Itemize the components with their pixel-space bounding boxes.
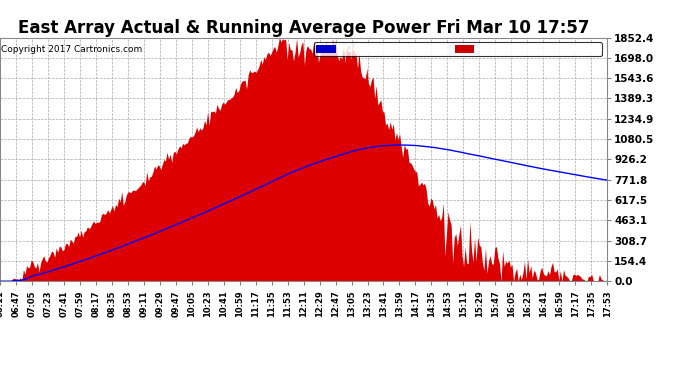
Text: Copyright 2017 Cartronics.com: Copyright 2017 Cartronics.com: [1, 45, 142, 54]
Legend: Average  (DC Watts), East Array  (DC Watts): Average (DC Watts), East Array (DC Watts…: [315, 42, 602, 56]
Title: East Array Actual & Running Average Power Fri Mar 10 17:57: East Array Actual & Running Average Powe…: [18, 20, 589, 38]
